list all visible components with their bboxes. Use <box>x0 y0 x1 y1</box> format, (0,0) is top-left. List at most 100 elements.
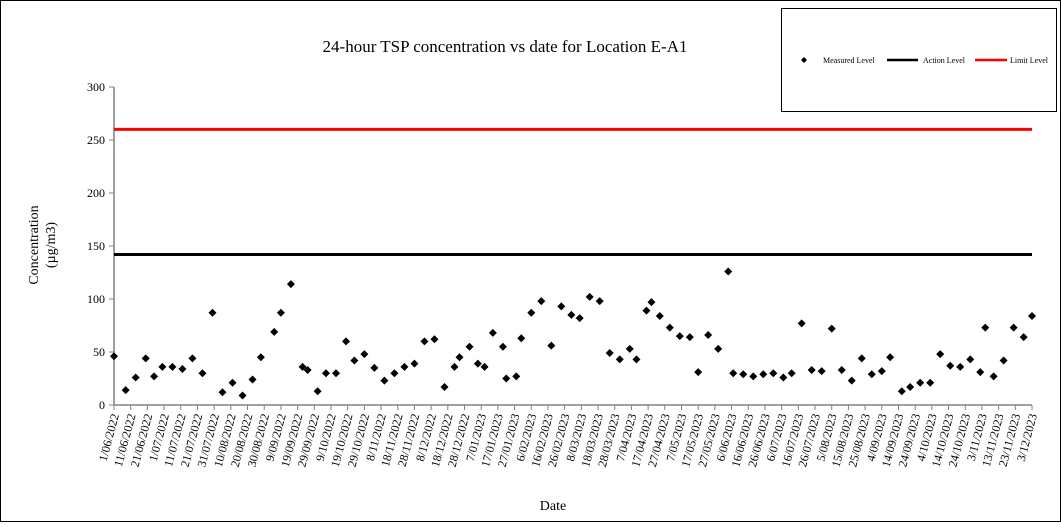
data-point <box>360 350 369 359</box>
data-point <box>655 311 664 320</box>
data-point <box>370 363 379 372</box>
data-point <box>178 364 187 373</box>
legend: Measured Level Action Level Limit Level <box>781 8 1057 112</box>
data-point <box>847 376 856 385</box>
data-point <box>218 388 227 397</box>
data-point <box>1019 333 1028 342</box>
data-point <box>897 387 906 396</box>
y-tick-label: 50 <box>93 345 105 359</box>
x-axis-title: Date <box>540 499 566 514</box>
data-point <box>605 349 614 358</box>
y-tick-label: 200 <box>87 186 105 200</box>
data-point <box>276 308 285 317</box>
data-point <box>981 323 990 332</box>
data-point <box>400 362 409 371</box>
data-point <box>1028 311 1036 320</box>
data-point <box>1009 323 1018 332</box>
data-point <box>916 378 925 387</box>
data-point <box>150 372 159 381</box>
data-point <box>313 387 322 396</box>
data-point <box>827 324 836 333</box>
data-point <box>303 366 312 375</box>
y-tick-label: 100 <box>87 292 105 306</box>
data-point <box>498 342 507 351</box>
data-point <box>256 353 265 362</box>
data-point <box>567 310 576 319</box>
data-point <box>779 373 788 382</box>
data-point <box>502 374 511 383</box>
data-point <box>158 362 167 371</box>
data-point <box>787 369 796 378</box>
data-point <box>121 386 130 395</box>
legend-box <box>781 8 1057 112</box>
chart-title: 24-hour TSP concentration vs date for Lo… <box>323 37 688 56</box>
data-point <box>956 362 965 371</box>
data-point <box>926 378 935 387</box>
data-points <box>110 267 1036 400</box>
data-point <box>694 368 703 377</box>
data-point <box>110 352 118 361</box>
data-point <box>642 306 651 315</box>
legend-marker-measured <box>801 57 807 63</box>
data-point <box>769 369 778 378</box>
level-lines <box>114 127 1032 256</box>
data-point <box>685 333 694 342</box>
data-point <box>430 335 439 344</box>
data-point <box>248 375 257 384</box>
data-point <box>857 354 866 363</box>
data-point <box>131 373 140 382</box>
data-point <box>729 369 738 378</box>
data-point <box>976 368 985 377</box>
data-point <box>537 297 546 306</box>
y-tick-label: 150 <box>87 239 105 253</box>
data-point <box>807 366 816 375</box>
data-point <box>450 362 459 371</box>
data-point <box>675 332 684 341</box>
data-point <box>867 370 876 379</box>
data-point <box>665 323 674 332</box>
data-point <box>488 328 497 337</box>
data-point <box>238 391 247 400</box>
data-point <box>557 302 566 311</box>
data-point <box>989 372 998 381</box>
data-point <box>390 369 399 378</box>
data-point <box>704 331 713 340</box>
data-point <box>886 353 895 362</box>
data-point <box>632 355 641 364</box>
data-point <box>473 359 482 368</box>
y-axis-title-line2: (µg/m3) <box>44 222 59 269</box>
legend-label-measured: Measured Level <box>823 56 876 65</box>
data-point <box>999 356 1008 365</box>
data-point <box>724 267 733 276</box>
data-point <box>350 356 359 365</box>
data-point <box>298 362 307 371</box>
data-point <box>480 362 489 371</box>
legend-label-action: Action Level <box>923 56 966 65</box>
data-point <box>714 344 723 353</box>
data-point <box>877 367 886 376</box>
data-point <box>465 342 474 351</box>
data-point <box>517 334 526 343</box>
data-point <box>198 369 207 378</box>
data-point <box>331 369 340 378</box>
y-axis-title: Concentration (µg/m3) <box>27 205 59 284</box>
data-point <box>141 354 150 363</box>
data-point <box>270 327 279 336</box>
data-point <box>739 370 748 379</box>
data-point <box>321 369 330 378</box>
data-point <box>527 308 536 317</box>
y-axis-title-line1: Concentration <box>27 205 42 284</box>
data-point <box>547 341 556 350</box>
y-tick-label: 300 <box>87 80 105 94</box>
data-point <box>575 314 584 323</box>
data-point <box>585 292 594 301</box>
data-point <box>817 367 826 376</box>
data-point <box>625 344 634 353</box>
data-point <box>647 298 656 307</box>
data-point <box>749 372 758 381</box>
data-point <box>946 361 955 370</box>
data-point <box>512 372 521 381</box>
data-point <box>759 370 768 379</box>
data-point <box>168 362 177 371</box>
data-point <box>420 337 429 346</box>
